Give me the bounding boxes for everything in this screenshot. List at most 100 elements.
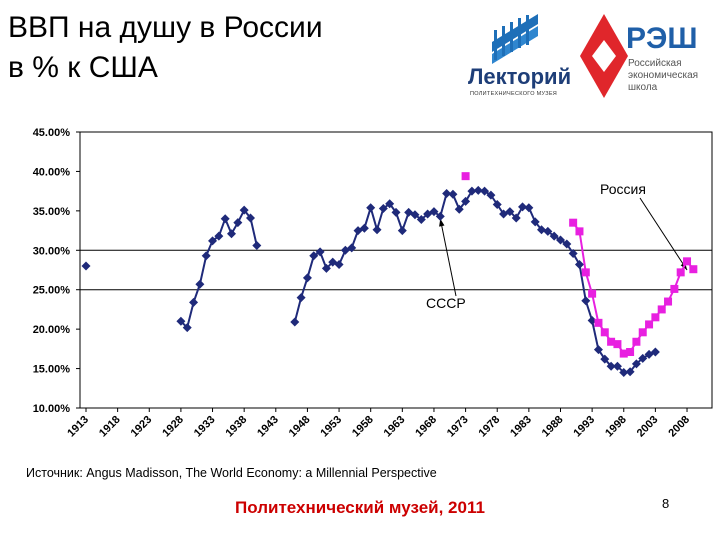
- data-point: [239, 205, 249, 215]
- res-line-2: экономическая: [628, 70, 699, 81]
- data-point: [619, 349, 628, 358]
- annotation-labels: Россия СССР: [426, 181, 646, 311]
- data-point: [505, 207, 515, 217]
- data-point: [391, 207, 401, 217]
- y-tick-label: 45.00%: [33, 127, 71, 139]
- res-line-3: школа: [628, 82, 658, 93]
- data-point: [638, 328, 647, 337]
- data-point: [670, 284, 679, 293]
- series-line: [180, 208, 258, 330]
- x-tick-label: 1993: [571, 414, 597, 440]
- y-tick-label: 35.00%: [33, 206, 71, 218]
- data-point: [296, 293, 306, 303]
- data-point: [416, 215, 426, 225]
- data-point: [511, 213, 521, 223]
- x-tick-label: 1958: [350, 414, 376, 440]
- data-point: [429, 207, 439, 217]
- series-line: [293, 189, 656, 374]
- data-point: [549, 231, 559, 241]
- data-point: [454, 204, 464, 214]
- data-point: [435, 211, 445, 221]
- x-tick-label: 1938: [223, 414, 249, 440]
- data-point: [176, 316, 186, 326]
- data-point: [182, 323, 192, 333]
- data-point: [302, 273, 312, 283]
- data-point: [220, 214, 230, 224]
- x-tick-label: 1918: [97, 414, 123, 440]
- data-point: [645, 320, 654, 329]
- data-point: [594, 318, 603, 327]
- footer-text: Политехнический музей, 2011: [235, 498, 485, 517]
- x-tick-label: 1978: [477, 414, 503, 440]
- data-point: [537, 225, 547, 235]
- data-point: [492, 200, 502, 210]
- res-emblem-icon: [580, 14, 628, 98]
- data-point: [650, 347, 660, 357]
- gdp-chart: 10.00% 15.00% 20.00% 25.00% 30.00% 35.00% 40.0…: [33, 127, 713, 440]
- y-tick-label: 40.00%: [33, 166, 71, 178]
- data-point: [606, 361, 616, 371]
- slide-title: ВВП на душу в России в % к США: [8, 8, 323, 88]
- data-point: [600, 328, 609, 337]
- data-point: [486, 190, 496, 200]
- data-point: [676, 268, 685, 277]
- data-point: [245, 213, 255, 223]
- data-point: [587, 315, 597, 325]
- data-point: [473, 185, 483, 195]
- data-point: [588, 289, 597, 298]
- data-point: [309, 251, 319, 261]
- y-tick-label: 30.00%: [33, 245, 71, 257]
- data-point: [530, 217, 540, 227]
- data-point: [448, 189, 458, 199]
- x-tick-label: 1948: [287, 414, 313, 440]
- reference-lines: [80, 249, 712, 291]
- data-point: [334, 259, 344, 269]
- x-tick-label: 1998: [603, 414, 629, 440]
- lektoriy-emblem-icon: [492, 14, 538, 64]
- data-point: [227, 229, 237, 239]
- data-point: [593, 345, 603, 355]
- data-point: [657, 305, 666, 314]
- y-tick-label: 15.00%: [33, 364, 71, 376]
- y-tick-label: 20.00%: [33, 324, 71, 336]
- data-point: [208, 236, 218, 246]
- data-point: [397, 226, 407, 236]
- annotation-pointers: [439, 197, 688, 297]
- data-point: [626, 348, 635, 357]
- data-point: [518, 202, 528, 212]
- data-point: [568, 248, 578, 258]
- lektoriy-logo: Лекторий ПОЛИТЕХНИЧЕСКОГО МУЗЕЯ: [462, 10, 574, 102]
- data-point: [347, 243, 357, 253]
- page-number: 8: [662, 496, 670, 511]
- y-tick-label: 25.00%: [33, 285, 71, 297]
- data-point: [81, 261, 91, 271]
- data-point: [195, 279, 205, 289]
- data-point: [607, 337, 616, 346]
- annotation-pointer: [439, 218, 457, 297]
- title-line-2: в % к США: [8, 51, 158, 84]
- series-russia: [461, 172, 698, 358]
- x-tick-label: 1913: [65, 414, 91, 440]
- data-point: [562, 239, 572, 249]
- data-point: [625, 367, 635, 377]
- data-point: [366, 203, 376, 213]
- y-tick-label: 10.00%: [33, 403, 71, 415]
- x-tick-label: 1928: [160, 414, 186, 440]
- series-ussr: [81, 185, 660, 378]
- annotation-label: СССР: [426, 295, 466, 311]
- x-tick-label: 2003: [635, 414, 661, 440]
- data-point: [385, 199, 395, 209]
- x-tick-label: 1983: [508, 414, 534, 440]
- data-point: [664, 297, 673, 306]
- data-point: [524, 203, 534, 213]
- data-point: [189, 297, 199, 307]
- data-point: [683, 257, 692, 266]
- x-tick-label: 1968: [413, 414, 439, 440]
- data-point: [378, 203, 388, 213]
- x-tick-label: 1953: [318, 414, 344, 440]
- lektoriy-name: Лекторий: [468, 64, 572, 89]
- data-point: [467, 186, 477, 196]
- data-point: [372, 225, 382, 235]
- lektoriy-subtitle: ПОЛИТЕХНИЧЕСКОГО МУЗЕЯ: [470, 91, 558, 97]
- annotation-label: Россия: [600, 181, 646, 197]
